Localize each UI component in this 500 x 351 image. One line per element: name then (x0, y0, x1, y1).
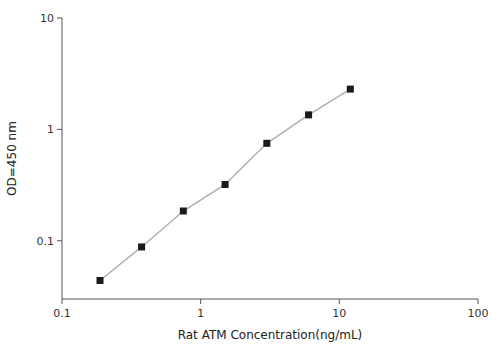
x-tick (478, 299, 479, 304)
plot-area (97, 86, 354, 284)
data-point (97, 277, 104, 284)
data-point (305, 111, 312, 118)
y-tick (57, 129, 62, 130)
x-tick (62, 299, 63, 304)
y-tick-label: 10 (40, 12, 54, 25)
x-tick-label: 1 (197, 307, 204, 320)
x-tick (339, 299, 340, 304)
data-point (222, 181, 229, 188)
chart-container: 0.1 1 10 100 0.1 1 10 Rat ATM Concentration(ng/… (0, 0, 500, 351)
data-point (180, 208, 187, 215)
x-tick-label: 0.1 (53, 307, 71, 320)
data-point (138, 243, 145, 250)
x-axis-label: Rat ATM Concentration(ng/mL) (178, 328, 363, 342)
data-point (263, 140, 270, 147)
y-tick-label: 1 (47, 123, 54, 136)
chart-svg: 0.1 1 10 100 0.1 1 10 Rat ATM Concentration(ng/… (0, 0, 500, 351)
data-line (100, 89, 350, 280)
x-axis-line (62, 299, 478, 300)
x-tick-label: 100 (468, 307, 489, 320)
data-point (347, 86, 354, 93)
y-tick-label: 0.1 (37, 235, 55, 248)
y-tick (57, 240, 62, 241)
y-axis-line (62, 18, 63, 299)
y-tick (57, 18, 62, 19)
x-tick-label: 10 (332, 307, 346, 320)
axes: 0.1 1 10 100 0.1 1 10 (37, 12, 489, 320)
y-axis-label: OD=450 nm (5, 121, 19, 196)
x-tick (200, 299, 201, 304)
